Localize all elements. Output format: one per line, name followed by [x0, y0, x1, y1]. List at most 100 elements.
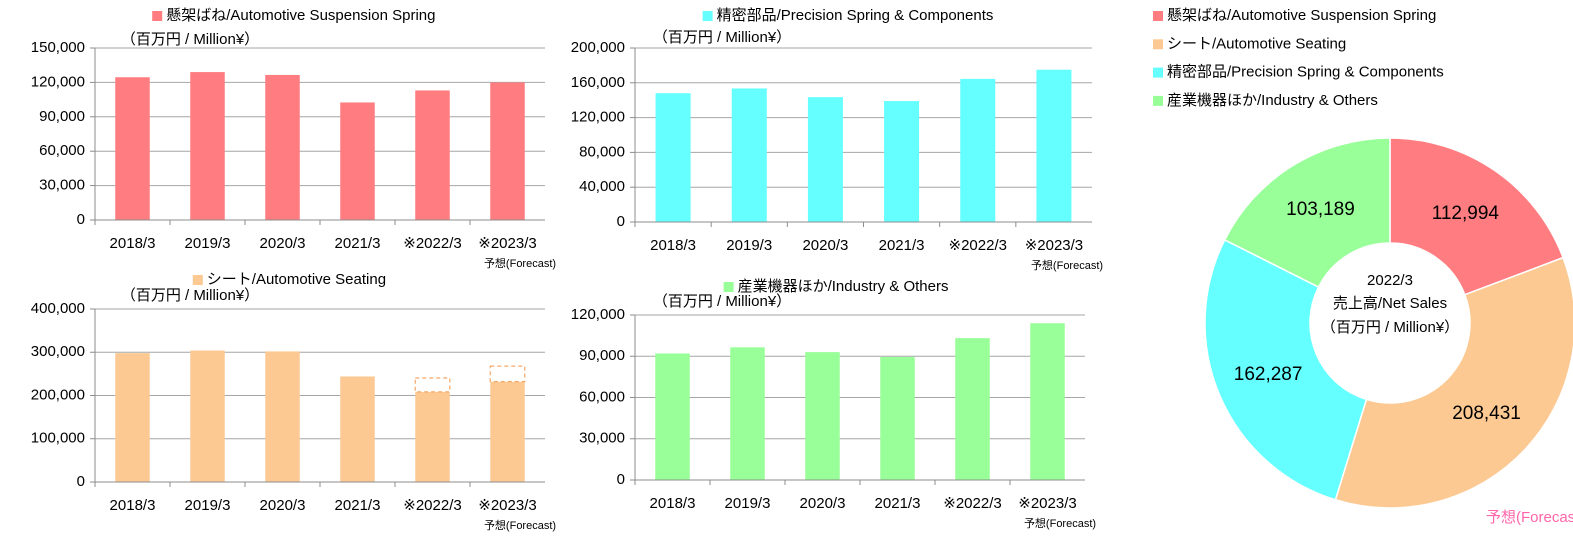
x-tick-label: ※2022/3 — [943, 495, 1001, 512]
x-tick-label: 2018/3 — [650, 495, 696, 512]
forecast-note: 予想(Forecast) — [484, 518, 556, 532]
bar — [1036, 69, 1072, 222]
bar — [115, 353, 150, 482]
legend-swatch — [723, 282, 734, 292]
bar — [805, 352, 840, 480]
y-tick-label: 0 — [617, 213, 625, 230]
legend-swatch — [702, 11, 713, 21]
y-tick-label: 150,000 — [31, 39, 85, 56]
x-tick-label: 2021/3 — [335, 497, 381, 514]
x-tick-label: ※2023/3 — [478, 235, 536, 252]
x-tick-label: 2021/3 — [335, 235, 381, 252]
legend-swatch — [192, 275, 203, 285]
forecast-note: 予想(Forecast) — [1031, 258, 1103, 272]
x-tick-label: ※2023/3 — [478, 497, 536, 514]
donut-segment — [1334, 256, 1573, 509]
y-tick-label: 40,000 — [579, 178, 625, 195]
x-tick-label: 2021/3 — [875, 495, 921, 512]
x-tick-label: 2020/3 — [260, 235, 306, 252]
bar — [490, 82, 525, 221]
bar — [115, 77, 150, 221]
y-tick-label: 200,000 — [571, 39, 625, 56]
unit-label: （百万円 / Million¥） — [653, 293, 791, 310]
bar — [415, 391, 450, 482]
bar — [340, 376, 375, 482]
bar — [655, 93, 691, 223]
unit-label: （百万円 / Million¥） — [653, 29, 791, 46]
y-tick-label: 0 — [617, 471, 625, 488]
x-tick-label: 2020/3 — [802, 237, 848, 254]
y-tick-label: 400,000 — [31, 300, 85, 317]
x-tick-label: 2019/3 — [726, 237, 772, 254]
bar — [190, 350, 225, 482]
x-tick-label: 2021/3 — [879, 237, 925, 254]
bar — [490, 381, 525, 482]
data-label: 162,287 — [1234, 364, 1303, 385]
x-tick-label: 2018/3 — [650, 237, 696, 254]
y-tick-label: 90,000 — [579, 347, 625, 364]
chart-title: シート/Automotive Seating — [207, 271, 386, 288]
x-tick-label: 2018/3 — [110, 235, 156, 252]
legend-swatch — [1153, 67, 1163, 78]
chart-title: 精密部品/Precision Spring & Components — [717, 7, 994, 24]
y-tick-label: 120,000 — [31, 73, 85, 90]
y-tick-label: 300,000 — [31, 343, 85, 360]
bar — [1030, 323, 1065, 480]
y-tick-label: 60,000 — [579, 388, 625, 405]
legend-swatch — [152, 11, 163, 21]
x-tick-label: ※2022/3 — [403, 497, 461, 514]
bar — [414, 377, 451, 393]
donut-segment — [1204, 238, 1368, 501]
y-tick-label: 120,000 — [571, 306, 625, 323]
y-tick-label: 160,000 — [571, 74, 625, 91]
bar — [730, 347, 765, 480]
legend-swatch — [1153, 39, 1163, 50]
x-tick-label: ※2023/3 — [1025, 237, 1083, 254]
bar — [655, 353, 690, 480]
y-tick-label: 30,000 — [579, 430, 625, 447]
bar — [415, 90, 450, 220]
y-tick-label: 200,000 — [31, 386, 85, 403]
bar — [955, 338, 990, 480]
y-tick-label: 100,000 — [31, 430, 85, 447]
y-tick-label: 80,000 — [579, 143, 625, 160]
x-tick-label: ※2022/3 — [949, 237, 1007, 254]
center-subtitle: 売上高/Net Sales — [1333, 295, 1447, 312]
unit-label: （百万円 / Million¥） — [121, 287, 259, 304]
bar — [489, 365, 526, 383]
y-tick-label: 0 — [77, 211, 85, 228]
bar — [265, 351, 300, 482]
donut-segment — [1389, 137, 1565, 296]
forecast-note: 予想(Forecast) — [1486, 509, 1573, 526]
donut-segment — [1223, 137, 1391, 289]
bar — [340, 102, 375, 220]
y-tick-label: 30,000 — [39, 177, 85, 194]
legend-label: 精密部品/Precision Spring & Components — [1167, 64, 1444, 81]
data-label: 103,189 — [1286, 199, 1355, 220]
y-tick-label: 120,000 — [571, 109, 625, 126]
center-title: 2022/3 — [1367, 272, 1413, 289]
y-tick-label: 90,000 — [39, 108, 85, 125]
x-tick-label: 2019/3 — [185, 497, 231, 514]
bar — [880, 356, 915, 480]
data-label: 112,994 — [1432, 203, 1500, 224]
x-tick-label: 2018/3 — [110, 497, 156, 514]
forecast-note: 予想(Forecast) — [484, 256, 556, 270]
bar — [884, 101, 920, 222]
x-tick-label: ※2023/3 — [1018, 495, 1076, 512]
chart-title: 懸架ばね/Automotive Suspension Spring — [166, 7, 435, 24]
bar — [731, 88, 767, 222]
forecast-note: 予想(Forecast) — [1024, 516, 1096, 530]
legend-swatch — [1153, 95, 1163, 106]
bar — [960, 78, 996, 222]
data-label: 208,431 — [1452, 403, 1521, 424]
unit-label: （百万円 / Million¥） — [121, 31, 259, 48]
legend-label: 懸架ばね/Automotive Suspension Spring — [1167, 7, 1436, 24]
chart-title: 産業機器ほか/Industry & Others — [738, 278, 949, 295]
x-tick-label: 2019/3 — [725, 495, 771, 512]
y-tick-label: 60,000 — [39, 142, 85, 159]
center-unit: （百万円 / Million¥） — [1321, 319, 1459, 336]
x-tick-label: 2020/3 — [800, 495, 846, 512]
legend-swatch — [1153, 11, 1163, 21]
